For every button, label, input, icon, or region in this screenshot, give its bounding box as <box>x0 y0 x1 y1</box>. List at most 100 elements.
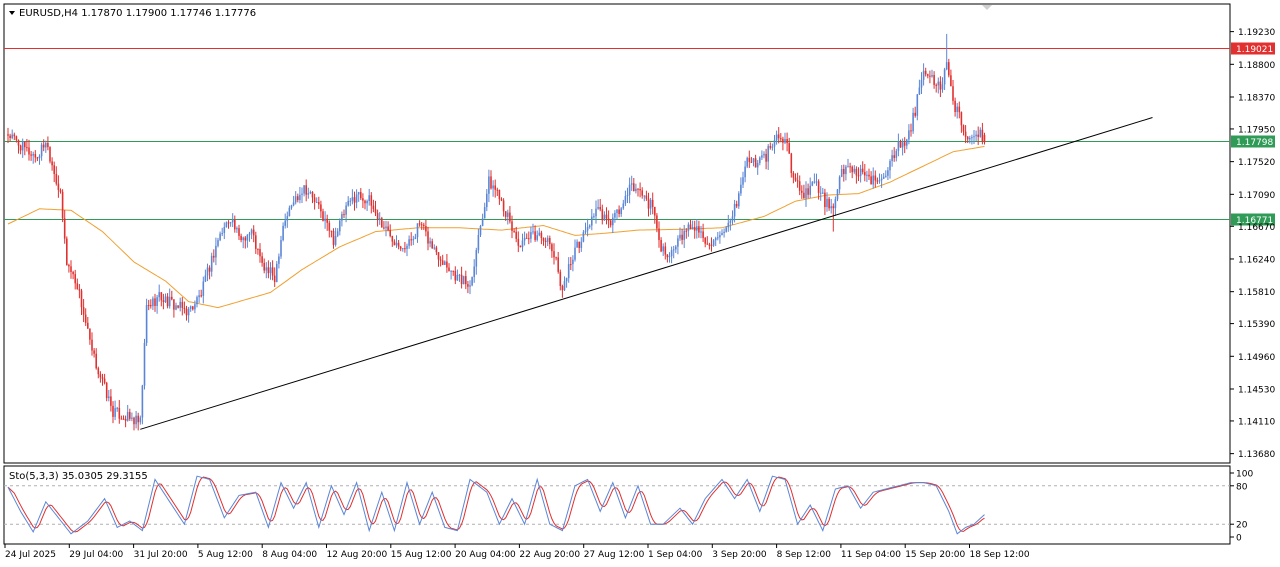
candle-body <box>28 147 30 155</box>
candle-body <box>662 246 664 252</box>
candle-body <box>639 189 641 191</box>
candle-body <box>177 305 179 308</box>
candle-body <box>284 220 286 226</box>
candle-body <box>780 138 782 140</box>
candle-body <box>135 415 137 425</box>
candle-body <box>248 233 251 235</box>
candle-body <box>36 157 39 159</box>
candle-body <box>311 192 314 198</box>
candle-body <box>561 286 564 291</box>
time-tick-label: 20 Aug 04:00 <box>455 550 516 560</box>
candle-body <box>433 247 436 249</box>
candle-body <box>803 192 805 199</box>
candle-body <box>101 377 104 379</box>
candle-body <box>42 144 45 148</box>
candle-body <box>328 222 331 231</box>
candle-body <box>164 296 167 303</box>
candle-body <box>210 255 213 272</box>
candle-body <box>645 195 648 199</box>
candle-body <box>66 238 68 265</box>
candle-body <box>582 232 585 242</box>
candle-body <box>962 125 965 132</box>
candle-body <box>813 181 816 183</box>
candle-body <box>826 198 828 208</box>
candle-body <box>624 196 627 204</box>
candle-body <box>675 246 677 250</box>
candle-body <box>509 212 511 222</box>
level-label-box <box>1231 42 1275 55</box>
candle-body <box>103 378 106 383</box>
candle-body <box>15 136 18 141</box>
candle-body <box>437 252 440 260</box>
candle-body <box>315 202 318 204</box>
candle-body <box>616 209 618 213</box>
candle-body <box>910 130 912 132</box>
candle-body <box>166 296 169 307</box>
candle-body <box>922 70 925 80</box>
candle-body <box>874 175 877 181</box>
candle-body <box>544 240 547 242</box>
candle-body <box>290 205 293 208</box>
candle-body <box>880 178 883 181</box>
candle-body <box>452 270 454 272</box>
candle-body <box>223 226 226 233</box>
symbol-menu-icon[interactable] <box>9 11 15 15</box>
candle-body <box>68 264 70 267</box>
candle-body <box>89 328 91 340</box>
price-axis: 1.19230 1.18800 1.18370 1.17950 1.17520 1.170… <box>1230 28 1275 460</box>
candle-body <box>408 239 410 246</box>
indicator-panel-frame <box>3 465 1231 545</box>
candle-body <box>261 256 263 263</box>
candle-body <box>834 199 837 209</box>
candle-body <box>767 146 769 162</box>
candle-body <box>979 129 982 137</box>
candle-body <box>702 231 704 238</box>
candle-body <box>488 176 490 194</box>
candle-body <box>402 248 404 250</box>
candle-body <box>301 193 303 195</box>
candle-body <box>78 289 81 291</box>
candle-body <box>557 257 559 272</box>
main-panel-frame <box>3 3 1231 464</box>
candle-body <box>355 194 358 203</box>
candle-body <box>796 180 799 182</box>
candle-body <box>47 143 49 148</box>
symbol-info: EURUSD,H4 1.17870 1.17900 1.17746 1.1777… <box>19 8 256 19</box>
candle-body <box>626 194 629 197</box>
candle-body <box>412 239 415 241</box>
price-tick-label: 1.18370 <box>1238 94 1275 104</box>
candle-body <box>513 230 515 232</box>
candle-body <box>912 112 914 132</box>
candle-body <box>838 176 841 190</box>
candle-body <box>479 225 482 235</box>
candle-body <box>133 417 135 425</box>
candle-body <box>532 231 534 233</box>
price-tick-label: 1.17090 <box>1238 191 1275 201</box>
candle-body <box>580 241 583 248</box>
stochastic-tick-label: 20 <box>1236 521 1248 531</box>
level-label: 1.17798 <box>1236 138 1273 148</box>
candle-body <box>504 211 507 217</box>
candle-body <box>502 200 505 212</box>
candle-body <box>332 230 335 245</box>
candle-body <box>924 70 927 75</box>
chart-shift-icon[interactable] <box>982 5 992 10</box>
candle-body <box>9 135 11 139</box>
candle-body <box>439 259 442 261</box>
candle-body <box>492 185 494 189</box>
time-tick-label: 8 Aug 04:00 <box>262 550 317 560</box>
candle-body <box>519 245 522 248</box>
stochastic-tick-label: 100 <box>1236 470 1253 480</box>
candle-body <box>721 233 723 236</box>
time-tick-label: 3 Sep 20:00 <box>712 550 767 560</box>
candle-body <box>528 238 530 240</box>
candle-body <box>467 284 469 287</box>
candle-body <box>91 339 93 351</box>
candle-body <box>878 180 881 182</box>
trendline[interactable] <box>140 117 1153 430</box>
candle-body <box>265 267 268 271</box>
candle-body <box>444 261 446 265</box>
candle-body <box>309 192 312 194</box>
candle-body <box>847 166 849 168</box>
